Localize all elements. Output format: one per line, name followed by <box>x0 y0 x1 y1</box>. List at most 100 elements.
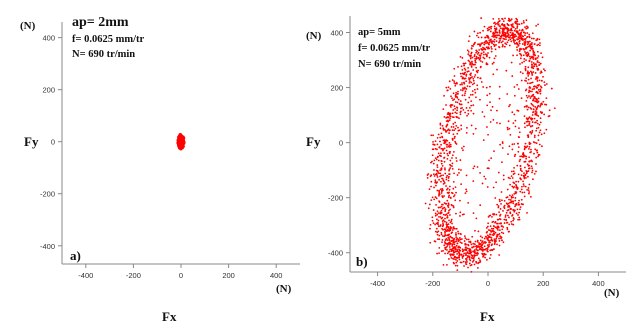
data-point <box>439 216 442 218</box>
data-point <box>499 208 502 210</box>
data-point <box>538 83 540 86</box>
data-point <box>432 148 435 151</box>
data-point <box>518 199 520 202</box>
data-point <box>445 229 447 232</box>
data-point <box>485 231 488 234</box>
data-point <box>512 223 515 226</box>
data-point <box>472 133 475 135</box>
data-point <box>498 46 500 48</box>
data-point <box>456 109 459 112</box>
data-point <box>465 174 468 177</box>
data-point <box>451 139 454 141</box>
data-point <box>535 163 537 165</box>
data-point <box>486 237 489 240</box>
data-point <box>482 29 484 32</box>
data-point <box>183 141 186 144</box>
data-point <box>181 147 184 150</box>
data-point <box>470 65 473 67</box>
data-point <box>493 40 496 43</box>
data-point <box>467 40 470 43</box>
data-point <box>475 55 478 58</box>
data-point <box>492 232 495 235</box>
data-point <box>468 35 471 38</box>
data-point <box>472 112 475 115</box>
data-point <box>518 131 521 134</box>
data-point <box>489 214 492 217</box>
data-point <box>530 151 532 153</box>
data-point <box>442 219 445 222</box>
data-point <box>471 62 474 65</box>
data-point <box>467 243 469 246</box>
data-point <box>454 121 457 124</box>
data-point <box>467 255 470 258</box>
data-point <box>482 46 484 49</box>
data-point <box>515 212 518 215</box>
data-point <box>428 203 431 206</box>
data-point <box>448 152 451 155</box>
data-point <box>470 109 473 112</box>
data-point <box>456 92 459 95</box>
data-point <box>529 45 531 47</box>
data-point <box>516 186 519 189</box>
data-point <box>470 254 473 256</box>
data-point <box>502 226 505 228</box>
data-point <box>489 253 492 256</box>
y-axis-label: Fy <box>306 134 321 149</box>
data-point <box>467 109 470 112</box>
data-point <box>539 117 542 120</box>
data-point <box>426 177 429 179</box>
data-point <box>541 145 543 148</box>
data-point <box>436 233 439 236</box>
data-point <box>456 264 459 267</box>
data-point <box>539 90 542 92</box>
data-point <box>437 152 440 155</box>
data-point <box>469 259 472 262</box>
data-point <box>458 171 460 174</box>
data-point <box>461 57 464 59</box>
data-point <box>450 218 453 221</box>
data-point <box>459 103 461 106</box>
data-point <box>531 32 534 35</box>
data-point <box>525 172 528 175</box>
data-point <box>530 132 533 135</box>
data-point <box>512 34 515 37</box>
data-point <box>433 159 436 162</box>
data-point <box>453 172 455 175</box>
data-point <box>532 93 535 96</box>
data-point <box>432 222 435 225</box>
data-point <box>493 27 496 30</box>
data-point <box>437 212 440 215</box>
data-point <box>438 238 441 241</box>
data-point <box>493 25 496 28</box>
data-point <box>512 170 515 173</box>
x-ticks: -400 -200 0 200 400 <box>370 272 605 288</box>
data-point <box>434 214 437 217</box>
data-point <box>439 123 442 126</box>
data-point <box>518 40 521 42</box>
data-point <box>510 18 513 21</box>
data-point <box>539 111 542 113</box>
data-point <box>523 191 526 194</box>
data-point <box>479 235 482 238</box>
data-point <box>474 127 477 130</box>
data-point <box>492 225 495 228</box>
data-point <box>491 233 494 236</box>
data-point <box>506 196 509 198</box>
data-point <box>525 99 528 102</box>
data-point <box>436 213 439 216</box>
data-point <box>459 55 462 58</box>
data-point <box>488 26 490 29</box>
data-point <box>471 246 474 249</box>
data-point <box>519 165 522 167</box>
data-point <box>454 186 457 189</box>
data-point <box>518 23 521 26</box>
data-point <box>456 96 459 99</box>
data-point <box>447 111 450 114</box>
data-point <box>521 153 524 156</box>
data-point <box>505 38 507 41</box>
data-point <box>520 188 523 191</box>
data-point <box>478 43 480 45</box>
data-point <box>476 32 479 35</box>
data-point <box>483 175 486 178</box>
